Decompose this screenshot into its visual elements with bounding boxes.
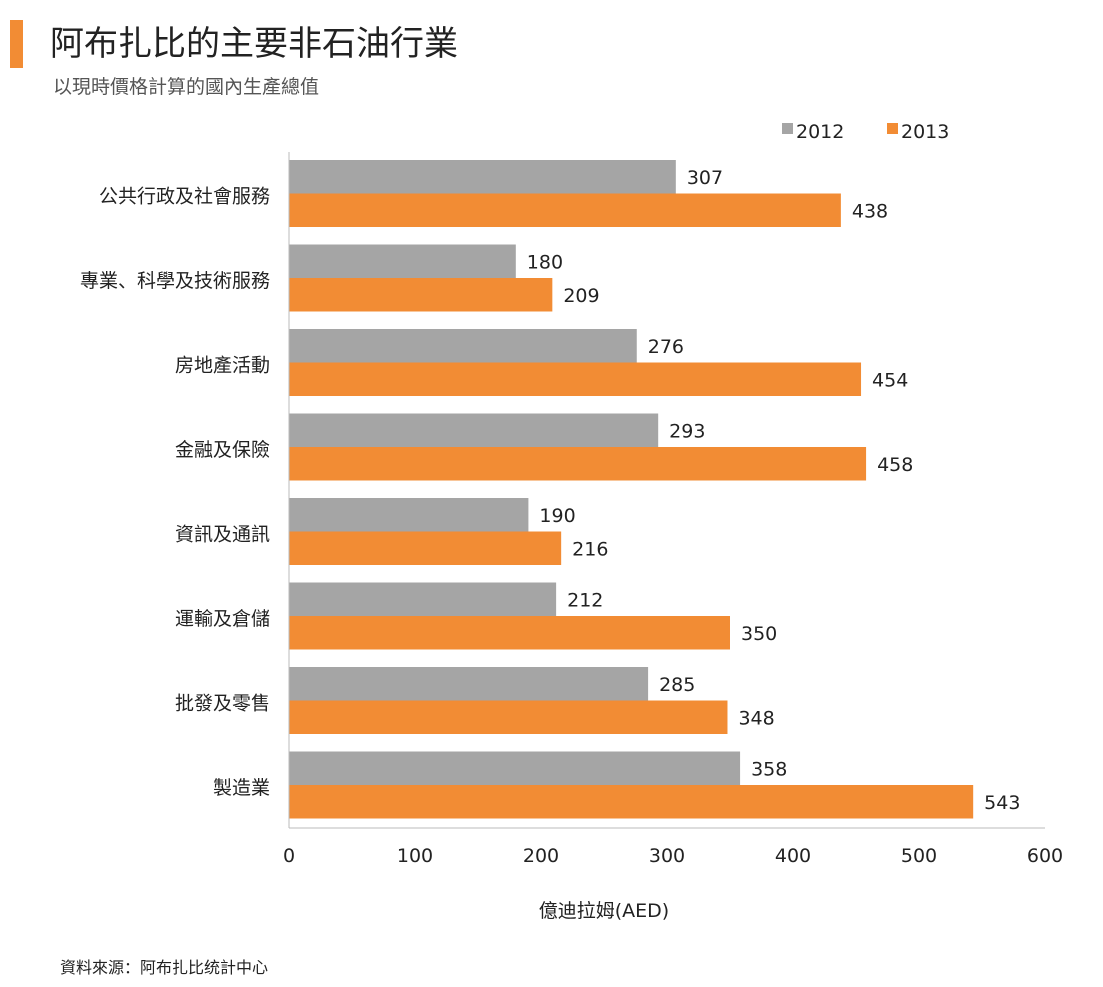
bar-2013-2	[289, 278, 553, 312]
data-label-2012-2: 180	[527, 251, 563, 273]
legend-swatch-2012	[782, 123, 793, 134]
x-tick-label-400: 400	[775, 845, 811, 867]
category-label-2: 專業、科學及技術服務	[80, 270, 270, 292]
x-tick-label-0: 0	[283, 845, 295, 867]
bar-2012-1	[289, 160, 676, 194]
category-label-1: 公共行政及社會服務	[99, 185, 270, 207]
legend-swatch-2013	[887, 123, 898, 134]
title-accent-bar	[10, 20, 23, 68]
data-label-2012-8: 358	[751, 758, 787, 780]
bar-2013-1	[289, 193, 841, 227]
bar-2012-4	[289, 413, 659, 447]
data-label-2012-1: 307	[687, 167, 723, 189]
x-tick-label-300: 300	[649, 845, 685, 867]
data-label-2012-5: 190	[539, 505, 575, 527]
bar-2012-8	[289, 751, 741, 785]
bar-2013-5	[289, 531, 562, 565]
x-tick-label-500: 500	[901, 845, 937, 867]
x-tick-label-100: 100	[397, 845, 433, 867]
bar-2013-7	[289, 700, 728, 734]
data-label-2012-4: 293	[669, 420, 705, 442]
bar-2012-2	[289, 244, 516, 278]
bar-2013-8	[289, 785, 974, 819]
chart-title: 阿布扎比的主要非石油行業	[50, 24, 458, 64]
x-tick-label-600: 600	[1027, 845, 1063, 867]
bar-2012-5	[289, 498, 529, 532]
data-label-2013-5: 216	[572, 538, 608, 560]
chart-subtitle: 以現時價格計算的國內生產總值	[53, 76, 320, 98]
bar-2013-3	[289, 362, 862, 396]
category-label-7: 批發及零售	[175, 692, 270, 714]
data-label-2013-3: 454	[872, 369, 908, 391]
legend-label-2012: 2012	[796, 121, 844, 143]
data-label-2013-1: 438	[852, 200, 888, 222]
data-label-2013-7: 348	[738, 707, 774, 729]
x-axis-label: 億迪拉姆(AED)	[539, 900, 669, 922]
category-label-3: 房地產活動	[175, 354, 270, 376]
category-label-6: 運輸及倉儲	[175, 608, 270, 630]
bar-2012-3	[289, 329, 637, 363]
data-label-2012-3: 276	[648, 336, 684, 358]
bar-2012-6	[289, 582, 557, 616]
data-label-2013-8: 543	[984, 792, 1020, 814]
data-label-2012-7: 285	[659, 674, 695, 696]
data-label-2013-2: 209	[563, 285, 599, 307]
category-label-8: 製造業	[213, 777, 270, 799]
category-label-4: 金融及保險	[175, 439, 270, 461]
data-label-2012-6: 212	[567, 589, 603, 611]
bar-2013-6	[289, 616, 730, 650]
bar-2013-4	[289, 447, 867, 481]
data-label-2013-6: 350	[741, 623, 777, 645]
bar-2012-7	[289, 667, 649, 701]
x-tick-label-200: 200	[523, 845, 559, 867]
legend-label-2013: 2013	[901, 121, 949, 143]
data-label-2013-4: 458	[877, 454, 913, 476]
source-note: 資料來源：阿布扎比统計中心	[60, 958, 269, 977]
category-label-5: 資訊及通訊	[175, 523, 270, 545]
